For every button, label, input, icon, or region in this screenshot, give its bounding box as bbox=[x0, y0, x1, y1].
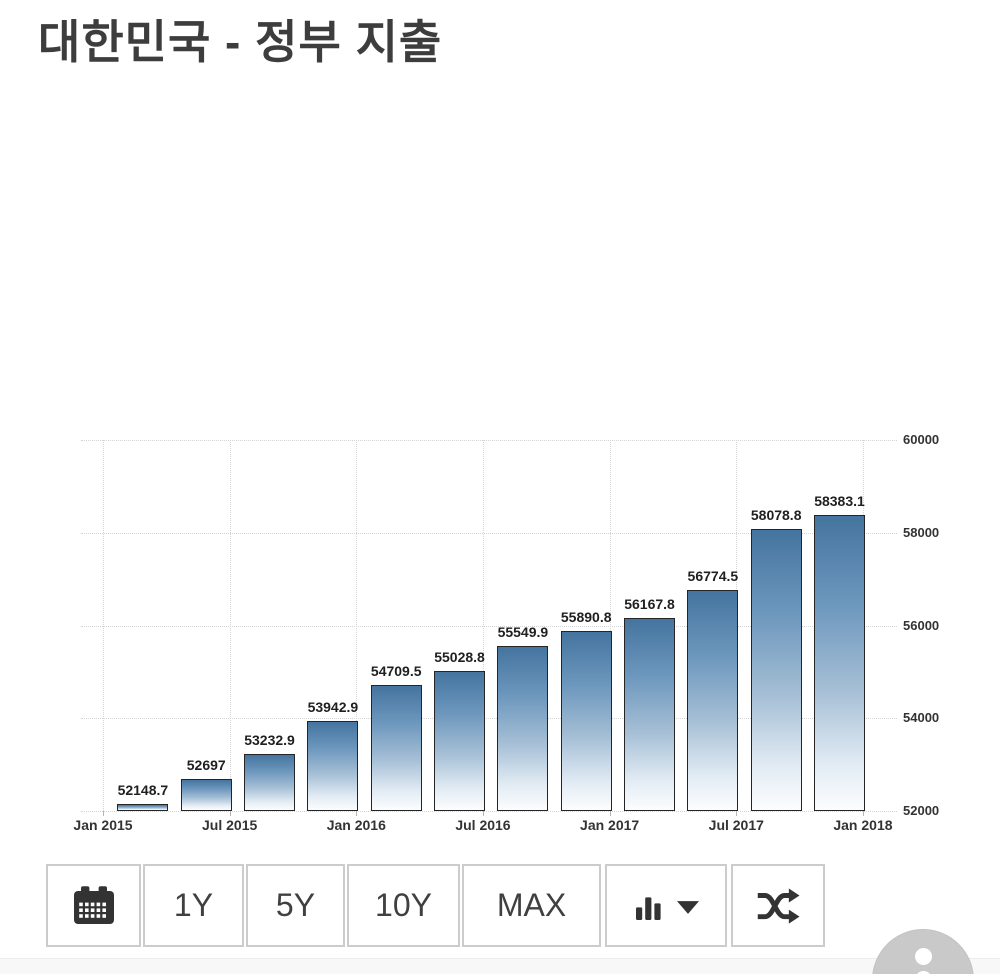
x-axis-label: Jan 2016 bbox=[326, 817, 386, 833]
bar[interactable] bbox=[814, 514, 866, 811]
y-axis-label: 54000 bbox=[903, 710, 940, 726]
footer-strip bbox=[0, 958, 1000, 974]
bar-value-label: 53942.9 bbox=[307, 698, 359, 715]
x-axis-tick bbox=[609, 811, 611, 816]
bar-value-label: 58078.8 bbox=[750, 507, 802, 524]
bar-value-label: 52697 bbox=[186, 756, 226, 773]
bar[interactable] bbox=[117, 804, 169, 811]
y-gridline bbox=[81, 625, 897, 627]
x-axis-label: Jan 2015 bbox=[73, 817, 133, 833]
bar[interactable] bbox=[624, 617, 676, 811]
x-axis-tick bbox=[103, 811, 104, 816]
bar[interactable] bbox=[180, 778, 232, 811]
bar-value-label: 54709.5 bbox=[370, 663, 422, 680]
y-gridline bbox=[81, 718, 897, 720]
x-gridline bbox=[609, 440, 611, 811]
bar[interactable] bbox=[750, 529, 802, 811]
chart-type-button[interactable] bbox=[605, 864, 727, 947]
y-axis-label: 60000 bbox=[903, 432, 940, 447]
x-axis-label: Jul 2015 bbox=[202, 817, 258, 833]
calendar-icon bbox=[71, 885, 117, 927]
vertical-ellipsis-dot bbox=[915, 948, 932, 965]
bar[interactable] bbox=[244, 753, 296, 811]
x-axis-label: Jan 2018 bbox=[833, 817, 893, 833]
bar[interactable] bbox=[370, 685, 422, 811]
y-axis-label: 58000 bbox=[903, 524, 940, 540]
calendar-button[interactable] bbox=[46, 864, 141, 947]
bar-value-label: 55028.8 bbox=[434, 648, 485, 665]
x-gridline bbox=[103, 440, 104, 811]
x-gridline bbox=[229, 440, 231, 811]
shuffle-icon bbox=[755, 885, 801, 927]
bar-value-label: 55890.8 bbox=[560, 608, 612, 625]
bar[interactable] bbox=[307, 720, 359, 811]
x-axis-tick bbox=[736, 811, 738, 816]
x-axis-tick bbox=[356, 811, 358, 816]
bar-value-label: 56167.8 bbox=[624, 595, 675, 612]
y-gridline bbox=[81, 811, 897, 812]
bar-value-label: 53232.9 bbox=[244, 731, 295, 748]
x-gridline bbox=[356, 440, 358, 811]
y-axis-label: 52000 bbox=[903, 803, 940, 818]
bar-value-label: 52148.7 bbox=[117, 782, 169, 799]
x-axis-tick bbox=[229, 811, 231, 816]
range-max-button[interactable]: MAX bbox=[462, 864, 601, 947]
bar-chart-icon bbox=[634, 889, 668, 923]
x-axis-label: Jul 2017 bbox=[708, 817, 764, 833]
y-gridline bbox=[81, 440, 897, 441]
bar-value-label: 58383.1 bbox=[814, 492, 865, 509]
range-1y-button[interactable]: 1Y bbox=[143, 864, 244, 947]
chart-area: 60000 58000 56000 54000 52000 Jan 2015 Jul 201… bbox=[73, 432, 940, 833]
bar[interactable] bbox=[560, 630, 612, 811]
range-10y-button[interactable]: 10Y bbox=[347, 864, 460, 947]
y-gridline bbox=[81, 532, 897, 534]
range-5y-button[interactable]: 5Y bbox=[246, 864, 345, 947]
bar[interactable] bbox=[434, 670, 486, 811]
x-gridline bbox=[482, 440, 484, 811]
bar-value-label: 56774.5 bbox=[687, 567, 739, 584]
compare-button[interactable] bbox=[731, 864, 825, 947]
page-title: 대한민국 - 정부 지출 bbox=[38, 16, 443, 68]
caret-down-icon bbox=[676, 901, 699, 914]
bar-value-label: 55549.9 bbox=[497, 624, 549, 641]
more-options-fab[interactable] bbox=[872, 929, 974, 974]
chart-toolbar: 1Y 5Y 10Y MAX bbox=[46, 864, 827, 947]
vertical-ellipsis-dot bbox=[915, 971, 932, 974]
x-axis-tick bbox=[862, 811, 864, 816]
x-axis-label: Jul 2016 bbox=[455, 817, 511, 833]
bar[interactable] bbox=[497, 646, 549, 811]
x-axis-tick bbox=[482, 811, 484, 816]
bar[interactable] bbox=[687, 589, 739, 811]
y-axis-label: 56000 bbox=[903, 617, 940, 633]
x-axis-label: Jan 2017 bbox=[580, 817, 640, 833]
